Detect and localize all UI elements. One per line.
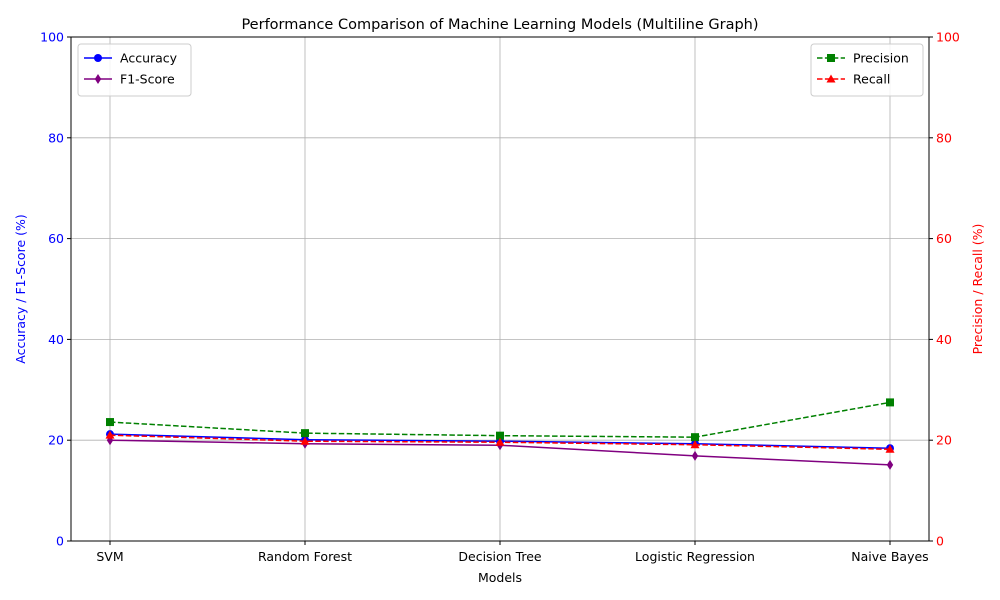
y-tick-label-right: 80: [936, 130, 952, 145]
y-tick-label-left: 60: [48, 231, 64, 246]
series-precision: [106, 398, 894, 442]
data-point-recall: [885, 444, 895, 453]
y-tick-label-right: 40: [936, 332, 952, 347]
gridlines: [71, 36, 929, 542]
y-tick-label-right: 60: [936, 231, 952, 246]
legend-label-precision: Precision: [853, 51, 909, 66]
legend-marker-precision: [827, 54, 835, 62]
data-point-recall: [300, 436, 310, 445]
y-tick-label-right: 20: [936, 433, 952, 448]
data-point-precision: [106, 418, 114, 427]
legend-label-accuracy: Accuracy: [120, 51, 178, 66]
chart-title: Performance Comparison of Machine Learni…: [241, 17, 758, 33]
y-tick-label-right: 0: [936, 534, 944, 549]
x-tick-label: Decision Tree: [458, 549, 542, 564]
data-point-precision: [691, 433, 699, 442]
y-tick-label-left: 40: [48, 332, 64, 347]
legend-label-recall: Recall: [853, 72, 890, 87]
axes: SVM Random Forest Decision Tree Logistic Re…: [40, 30, 960, 565]
data-point-precision: [301, 429, 309, 438]
x-axis-label: Models: [478, 570, 522, 585]
legend-marker-recall: [826, 74, 836, 83]
y-axis-label-right: Precision / Recall (%): [970, 224, 985, 355]
legend-box: [77, 43, 192, 97]
legend-left: Accuracy F1-Score: [77, 43, 192, 97]
series-recall: [105, 430, 895, 453]
y-tick-label-left: 20: [48, 433, 64, 448]
data-point-f1-score: [691, 450, 699, 461]
data-point-recall: [105, 430, 115, 439]
y-tick-label-left: 0: [56, 534, 64, 549]
legend-box: [810, 43, 924, 97]
legend-marker-accuracy: [94, 54, 102, 62]
legend-marker-f1-score: [94, 74, 102, 84]
x-tick-label: SVM: [96, 549, 123, 564]
legend-label-f1-score: F1-Score: [120, 72, 175, 87]
series-layer: [105, 398, 895, 470]
x-tick-label: Naive Bayes: [851, 549, 928, 564]
data-point-f1-score: [886, 459, 894, 470]
data-point-precision: [496, 431, 504, 440]
legend-right: Precision Recall: [810, 43, 924, 97]
y-tick-label-right: 100: [936, 30, 960, 45]
data-point-recall: [690, 440, 700, 449]
y-axis-label-left: Accuracy / F1-Score (%): [13, 214, 28, 364]
y-tick-label-left: 80: [48, 130, 64, 145]
y-tick-label-left: 100: [40, 30, 64, 45]
data-point-recall: [495, 437, 505, 446]
x-tick-label: Random Forest: [258, 549, 352, 564]
x-tick-label: Logistic Regression: [635, 549, 755, 564]
data-point-precision: [886, 398, 894, 407]
